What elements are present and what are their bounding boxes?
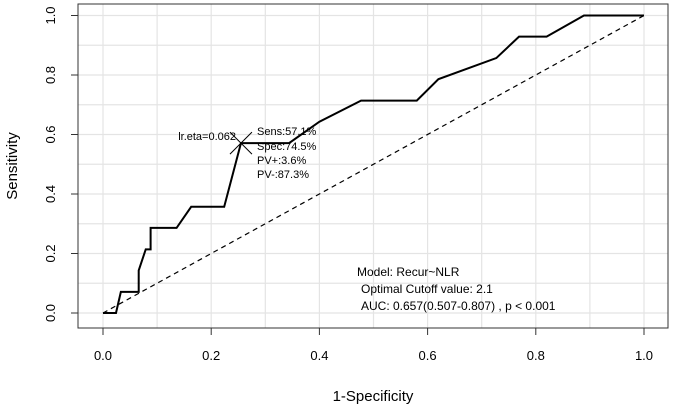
optimal-point-marker xyxy=(229,131,253,155)
x-tick-label: 0.8 xyxy=(527,348,545,363)
cutoff-label: Optimal Cutoff value: 2.1 xyxy=(361,282,493,296)
x-tick-label: 0.0 xyxy=(94,348,112,363)
stat-pvneg: PV-:87.3% xyxy=(257,169,309,181)
plot-frame xyxy=(77,3,669,329)
roc-curve xyxy=(103,14,644,314)
auc-label: AUC: 0.657(0.507-0.807) , p < 0.001 xyxy=(361,299,556,313)
cutpoint-label: lr.eta=0.062 xyxy=(178,131,236,143)
reference-diagonal xyxy=(102,14,645,314)
x-tick-label: 0.4 xyxy=(310,348,328,363)
x-axis-label: 1-Specificity xyxy=(333,388,414,405)
x-tick-label: 0.2 xyxy=(202,348,220,363)
stat-pvpos: PV+:3.6% xyxy=(257,155,306,167)
y-tick-label: 0.8 xyxy=(43,66,58,84)
x-tick-label: 1.0 xyxy=(635,348,653,363)
y-tick-label: 0.4 xyxy=(43,185,58,203)
y-tick-label: 0.0 xyxy=(43,304,58,322)
stat-spec: Spec:74.5% xyxy=(257,141,317,153)
y-tick-label: 1.0 xyxy=(43,6,58,24)
x-tick-label: 0.6 xyxy=(419,348,437,363)
stat-sens: Sens:57.1% xyxy=(257,126,317,138)
y-axis-label: Sensitivity xyxy=(4,132,21,200)
y-tick-label: 0.6 xyxy=(43,125,58,143)
model-label: Model: Recur~NLR xyxy=(357,265,460,279)
y-tick-label: 0.2 xyxy=(43,244,58,262)
